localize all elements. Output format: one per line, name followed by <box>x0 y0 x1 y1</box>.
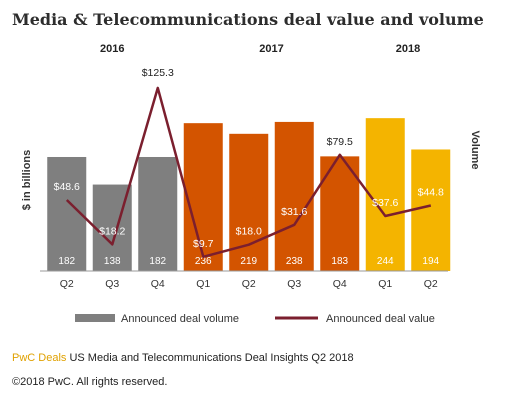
value-label: $37.6 <box>372 197 398 209</box>
year-label: 2017 <box>259 43 283 55</box>
x-tick-labels: Q2 Q3 Q4 Q1 Q2 Q3 Q4 Q1 Q2 <box>60 278 438 290</box>
volume-bar-label: 182 <box>58 256 75 267</box>
value-label: $31.6 <box>281 206 307 218</box>
value-label: $48.6 <box>54 181 80 193</box>
volume-bar-label: 138 <box>104 256 121 267</box>
source-line: PwC Deals US Media and Telecommunication… <box>12 352 354 364</box>
volume-bar <box>411 149 451 271</box>
volume-bar-label: 183 <box>331 256 348 267</box>
x-tick-label: Q1 <box>196 278 210 290</box>
x-tick-label: Q2 <box>60 278 74 290</box>
volume-labels: 182 138 182 236 219 238 183 244 194 <box>58 256 439 267</box>
volume-bar <box>274 121 314 271</box>
value-label: $18.2 <box>99 225 125 237</box>
year-label: 2018 <box>396 43 420 55</box>
value-label: $18.0 <box>236 226 262 238</box>
brand-label: PwC Deals <box>12 352 67 364</box>
value-label: $79.5 <box>327 136 353 148</box>
volume-bars <box>47 118 451 271</box>
volume-bar <box>183 123 223 271</box>
y2-axis-label: Volume <box>469 131 481 170</box>
volume-bar-label: 238 <box>286 256 303 267</box>
source-text: US Media and Telecommunications Deal Ins… <box>69 352 354 364</box>
value-labels: $48.6 $18.2 $125.3 $9.7 $18.0 $31.6 $79.5 $37.6… <box>54 67 444 250</box>
value-label: $9.7 <box>193 238 214 250</box>
x-tick-label: Q3 <box>105 278 119 290</box>
x-tick-label: Q4 <box>151 278 165 290</box>
copyright: ©2018 PwC. All rights reserved. <box>12 376 168 388</box>
deal-value-line <box>65 86 432 259</box>
legend: Announced deal volume Announced deal val… <box>75 313 435 325</box>
x-tick-label: Q4 <box>333 278 347 290</box>
volume-bar-label: 182 <box>149 256 166 267</box>
value-label: $44.8 <box>418 187 444 199</box>
volume-bar-label: 219 <box>240 256 257 267</box>
legend-swatch-volume <box>75 314 115 322</box>
chart-title: Media & Telecommunications deal value an… <box>12 10 484 29</box>
volume-bar-label: 236 <box>195 256 212 267</box>
volume-bar <box>229 133 269 271</box>
x-tick-label: Q3 <box>287 278 301 290</box>
y-axis-label: $ in billions <box>21 150 33 211</box>
value-label: $125.3 <box>142 67 174 79</box>
x-tick-label: Q2 <box>242 278 256 290</box>
year-label: 2016 <box>100 43 124 55</box>
volume-bar-label: 244 <box>377 256 394 267</box>
legend-label-volume: Announced deal volume <box>121 313 239 325</box>
volume-bar <box>138 156 178 271</box>
volume-bar-label: 194 <box>422 256 439 267</box>
volume-bar <box>365 118 405 271</box>
year-labels: 2016 2017 2018 <box>100 43 420 55</box>
legend-label-value: Announced deal value <box>326 313 435 325</box>
x-tick-label: Q2 <box>424 278 438 290</box>
x-tick-label: Q1 <box>378 278 392 290</box>
